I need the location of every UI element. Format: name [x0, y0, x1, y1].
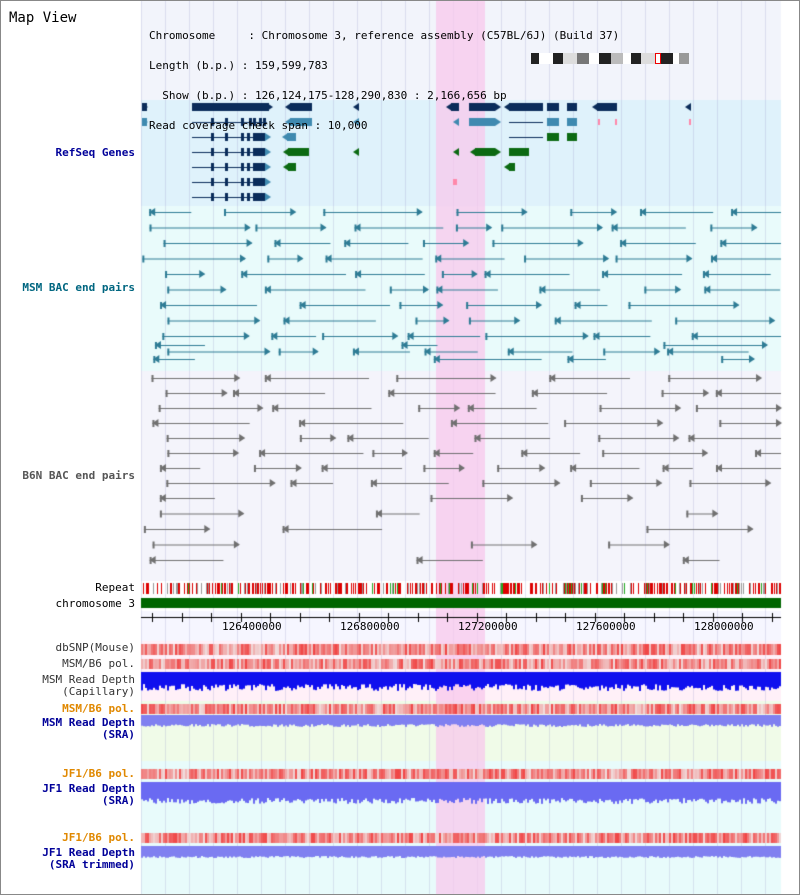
- ruler-tick-label: 127600000: [576, 620, 636, 633]
- ruler-tick-label: 127200000: [458, 620, 518, 633]
- ruler-tick-label: 126800000: [340, 620, 400, 633]
- length-info: Length (b.p.) : 159,599,783: [149, 59, 328, 72]
- label-msm-b6-pol-1: MSM/B6 pol.: [62, 657, 135, 670]
- region-info: Chromosome : Chromosome 3, reference ass…: [149, 11, 619, 151]
- label-msm-read-depth-sra: MSM Read Depth: [42, 716, 135, 729]
- label-msm-bac-end-pairs: MSM BAC end pairs: [22, 281, 135, 294]
- label-msm-read-depth-cap-sub: (Capillary): [62, 685, 135, 698]
- label-msm-b6-pol-2: MSM/B6 pol.: [62, 702, 135, 715]
- label-jf1-read-depth-sra: JF1 Read Depth: [42, 782, 135, 795]
- ruler-tick-label: 128000000: [694, 620, 754, 633]
- label-jf1-b6-pol-2: JF1/B6 pol.: [62, 831, 135, 844]
- ruler-tick-label: 126400000: [222, 620, 282, 633]
- shown-range-info: Show (b.p.) : 126,124,175-128,290,830 : …: [149, 89, 507, 102]
- coverage-span-info: Read coverage check span : 10,000: [149, 119, 368, 132]
- chromosome-ideogram[interactable]: [531, 53, 689, 64]
- label-jf1-read-depth-trim: JF1 Read Depth: [42, 846, 135, 859]
- map-view-title: Map View: [9, 10, 77, 26]
- label-jf1-read-depth-sra-sub: (SRA): [101, 794, 135, 807]
- label-refseq-genes: RefSeq Genes: [55, 146, 135, 159]
- label-jf1-read-depth-trim-sub: (SRA trimmed): [48, 858, 135, 871]
- chromosome-info: Chromosome : Chromosome 3, reference ass…: [149, 29, 620, 42]
- label-b6n-bac-end-pairs: B6N BAC end pairs: [22, 469, 135, 482]
- label-repeat: Repeat: [95, 581, 135, 594]
- label-msm-read-depth-sra-sub: (SRA): [101, 728, 135, 741]
- label-chromosome: chromosome 3: [55, 597, 135, 610]
- label-dbsnp: dbSNP(Mouse): [55, 641, 135, 654]
- label-jf1-b6-pol-1: JF1/B6 pol.: [62, 767, 135, 780]
- label-msm-read-depth-cap: MSM Read Depth: [42, 673, 135, 686]
